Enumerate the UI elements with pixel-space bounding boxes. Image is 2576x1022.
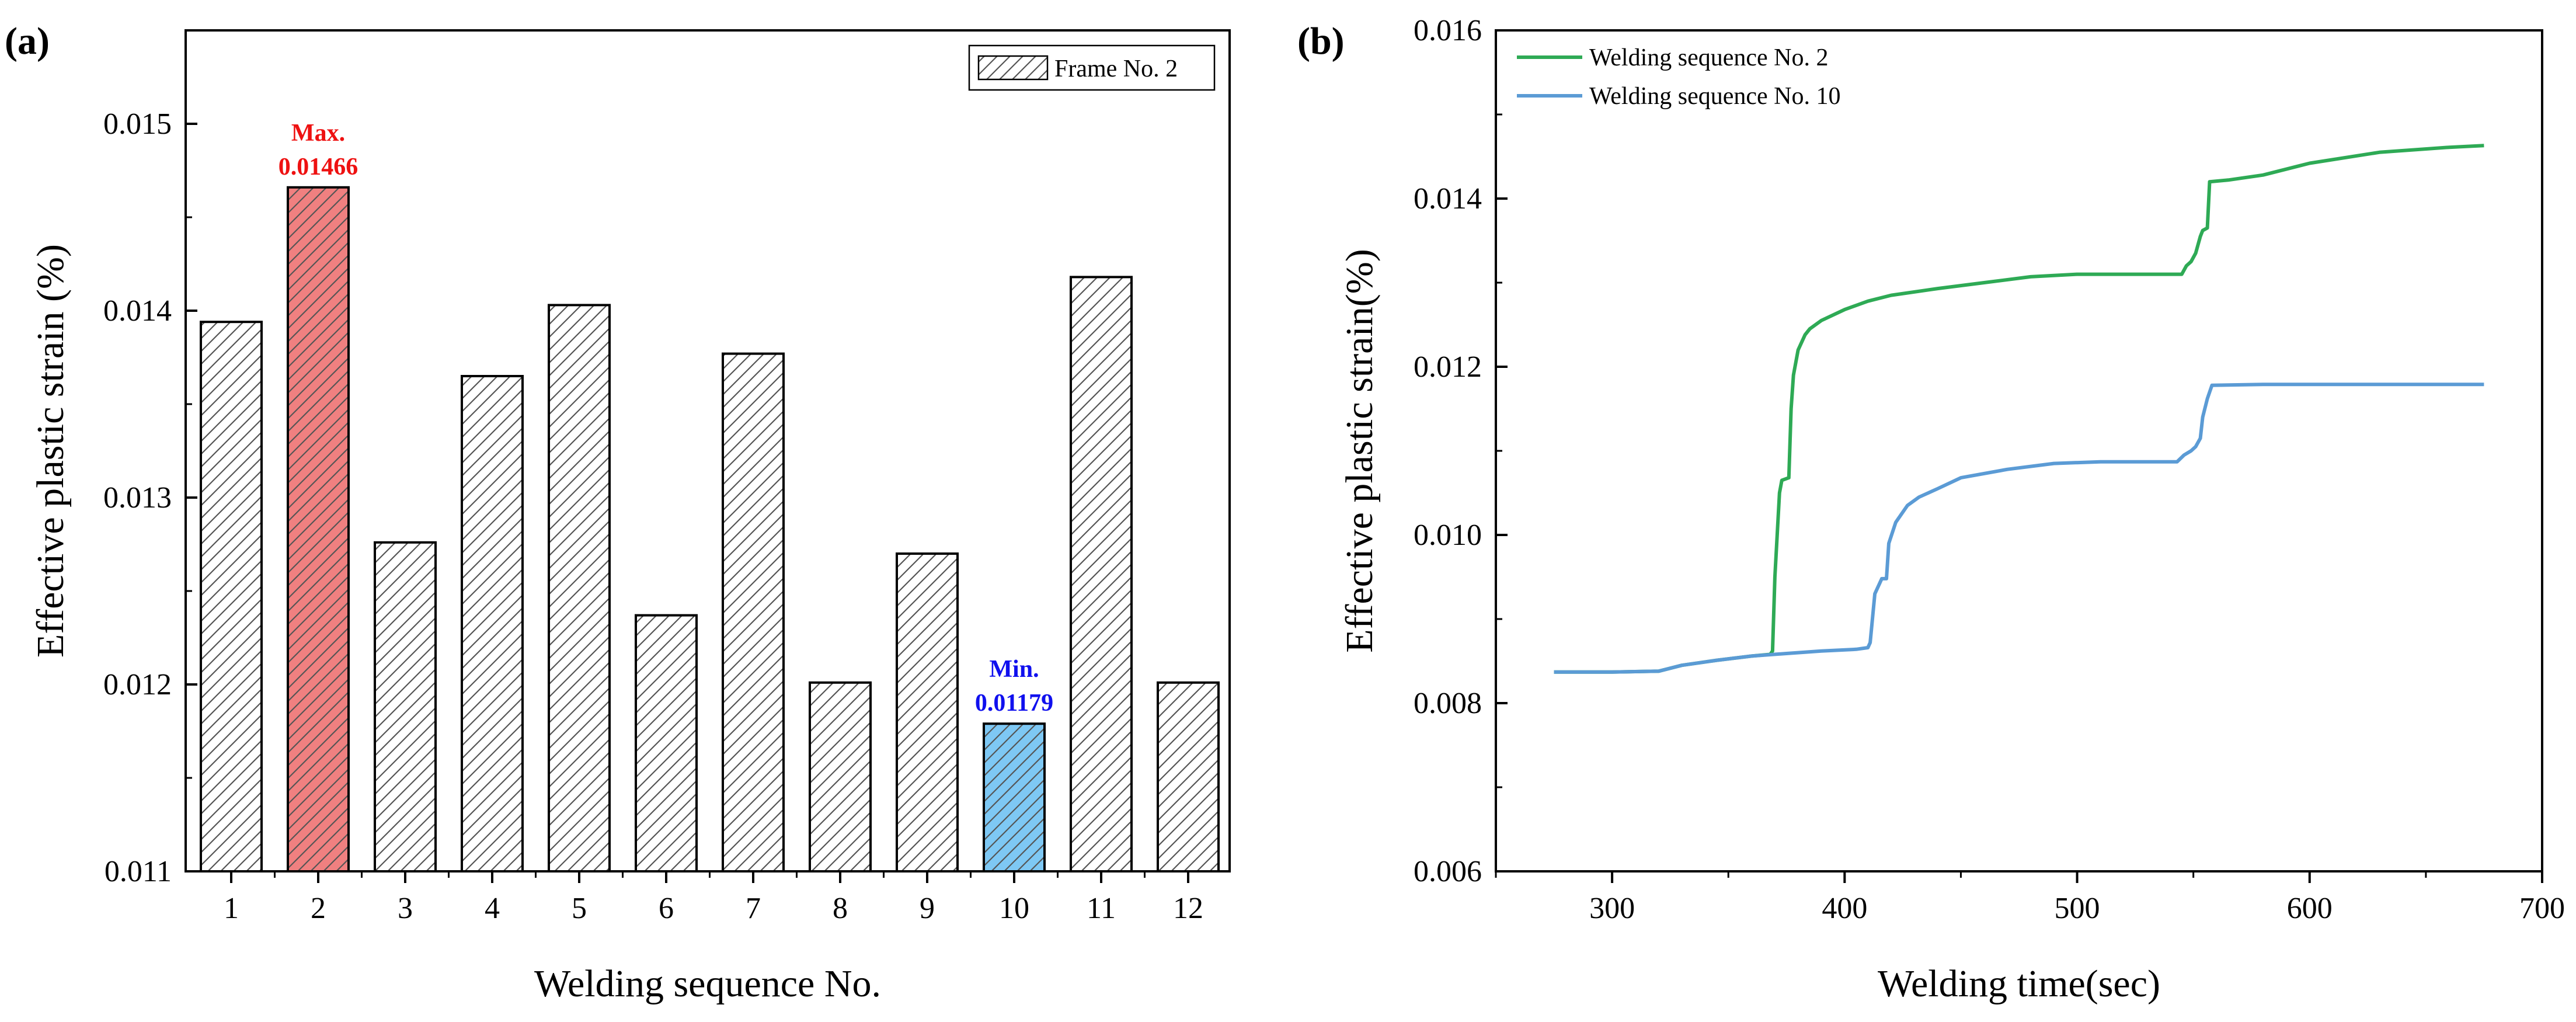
line-y-axis-title: Effective plastic strain(%) bbox=[1338, 249, 1381, 653]
bar-3 bbox=[374, 541, 437, 872]
bar-12 bbox=[1157, 681, 1220, 873]
bar-x-tick-label: 7 bbox=[746, 892, 761, 925]
bar-x-tick-label: 6 bbox=[659, 892, 674, 925]
bar-y-tick-label: 0.011 bbox=[105, 855, 172, 888]
bar-x-tick-label: 11 bbox=[1087, 892, 1116, 925]
bar-y-tick-label: 0.012 bbox=[103, 668, 172, 701]
bar-x-tick-label: 5 bbox=[572, 892, 587, 925]
bar-x-tick-label: 8 bbox=[833, 892, 848, 925]
bar-legend-swatch bbox=[977, 55, 1049, 81]
line-x-tick-label: 600 bbox=[2287, 892, 2333, 925]
bar-annotation-title: Max. bbox=[291, 120, 345, 147]
panel-label-a: (a) bbox=[5, 20, 50, 62]
legend-label-series-2: Welding sequence No. 2 bbox=[1589, 44, 1829, 71]
line-x-tick-label: 500 bbox=[2055, 892, 2100, 925]
line-y-tick-label: 0.010 bbox=[1414, 519, 1482, 552]
line-x-tick-label: 400 bbox=[1822, 892, 1867, 925]
bar-annotation-value: 0.01466 bbox=[279, 154, 358, 180]
bar-annotation-value: 0.01179 bbox=[975, 690, 1053, 717]
bar-4 bbox=[461, 375, 524, 872]
line-y-tick-label: 0.016 bbox=[1414, 14, 1482, 47]
bar-6 bbox=[635, 614, 698, 872]
bar-8 bbox=[809, 681, 872, 873]
bar-legend-label: Frame No. 2 bbox=[1054, 55, 1178, 82]
line-y-tick-label: 0.014 bbox=[1414, 182, 1482, 215]
bar-1 bbox=[200, 321, 263, 872]
bar-x-tick-label: 2 bbox=[311, 892, 326, 925]
legend-label-series-10: Welding sequence No. 10 bbox=[1589, 83, 1841, 110]
line-plot-frame bbox=[1495, 29, 2543, 872]
bar-9 bbox=[896, 552, 959, 872]
bar-annotation-title: Min. bbox=[989, 656, 1039, 683]
bar-7 bbox=[722, 352, 785, 872]
line-x-tick-label: 700 bbox=[2519, 892, 2565, 925]
panel-label-b: (b) bbox=[1297, 20, 1345, 62]
line-y-tick-label: 0.006 bbox=[1414, 855, 1482, 888]
line-series bbox=[1554, 144, 2484, 674]
bar-plot-frame bbox=[185, 29, 1231, 872]
line-x-tick-label: 300 bbox=[1589, 892, 1635, 925]
bar-x-tick-label: 9 bbox=[920, 892, 935, 925]
bar-y-tick-label: 0.013 bbox=[103, 481, 172, 515]
line-chart-panel: (b) 0.006 0.008 0.010 0.012 0.014 0.016 300 400… bbox=[1297, 14, 2565, 1005]
series-line-welding-sequence-10 bbox=[1554, 383, 2484, 674]
bar-y-tick-label: 0.015 bbox=[103, 107, 172, 141]
bar-11 bbox=[1070, 276, 1133, 872]
bar-x-tick-label: 3 bbox=[398, 892, 413, 925]
bar-legend: Frame No. 2 bbox=[968, 44, 1216, 91]
bar-annotations: Max. 0.01466 Min. 0.01179 bbox=[279, 120, 1053, 717]
bar-x-tick-label: 1 bbox=[224, 892, 239, 925]
bar-series bbox=[200, 186, 1220, 873]
line-y-tick-label: 0.008 bbox=[1414, 687, 1482, 720]
bar-x-axis-title: Welding sequence No. bbox=[534, 962, 881, 1005]
bar-y-axis-title: Effective plastic strain (%) bbox=[29, 244, 72, 658]
bar-x-tick-label: 10 bbox=[999, 892, 1029, 925]
bar-5 bbox=[548, 304, 611, 872]
bar-x-tick-label: 12 bbox=[1173, 892, 1203, 925]
line-y-tick-label: 0.012 bbox=[1414, 350, 1482, 384]
line-legend: Welding sequence No. 2 Welding sequence … bbox=[1517, 44, 1841, 110]
line-x-axis-title: Welding time(sec) bbox=[1878, 962, 2160, 1005]
bar-y-tick-label: 0.014 bbox=[103, 294, 172, 328]
bar-10 bbox=[983, 722, 1046, 872]
bar-x-tick-label: 4 bbox=[485, 892, 500, 925]
series-line-welding-sequence-2 bbox=[1554, 144, 2484, 674]
bar-2 bbox=[287, 186, 350, 872]
